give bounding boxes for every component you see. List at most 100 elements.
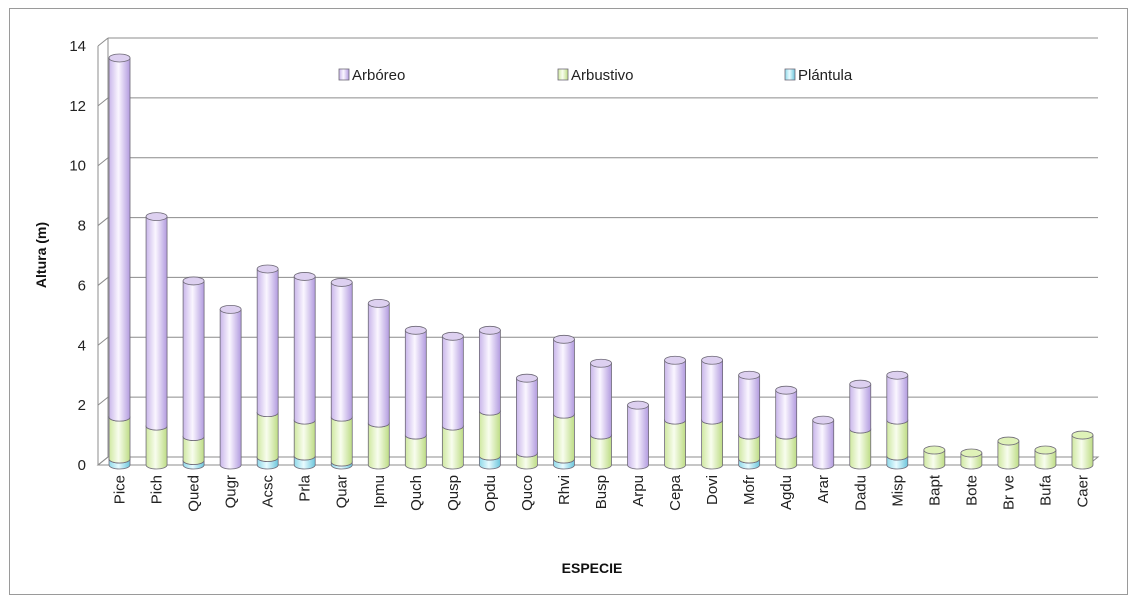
bar-top xyxy=(812,415,835,425)
bar-body xyxy=(145,425,168,470)
x-tick-label: Busp xyxy=(593,475,610,509)
bar-segment xyxy=(997,436,1020,470)
x-tick-label: Misp xyxy=(889,475,906,507)
bar-segment xyxy=(145,212,168,431)
bar-segment xyxy=(478,325,501,416)
bar-segment xyxy=(664,355,686,425)
bar-body xyxy=(516,377,538,458)
gridline-depth xyxy=(97,277,109,286)
bar-top xyxy=(553,334,575,344)
bar-body xyxy=(664,359,686,425)
bar-segment xyxy=(627,400,649,470)
bar-segment xyxy=(293,272,316,425)
bar-top xyxy=(330,278,353,287)
x-tick-label: Acsc xyxy=(260,475,277,508)
bar-top xyxy=(182,276,205,286)
x-axis-title: ESPECIE xyxy=(562,560,623,576)
bar-segment xyxy=(738,370,761,440)
bar-top xyxy=(923,445,946,455)
x-tick-label: Quco xyxy=(519,475,536,511)
gridline-depth xyxy=(97,336,109,346)
bar-top xyxy=(738,370,761,380)
bar-stack xyxy=(553,334,575,470)
bar-stack xyxy=(145,212,168,470)
legend-item: Plántula xyxy=(784,67,853,84)
bar-stack xyxy=(923,445,946,470)
bar-body xyxy=(1071,434,1094,470)
bar-body xyxy=(627,404,649,470)
bar-top xyxy=(997,436,1020,446)
legend-label: Arbóreo xyxy=(352,67,405,84)
bar-body xyxy=(256,412,279,462)
bar-stack xyxy=(997,436,1020,470)
bar-top xyxy=(441,331,464,341)
bar-stack xyxy=(1071,430,1094,470)
bar-top xyxy=(145,212,168,221)
y-tick-label: 6 xyxy=(78,277,86,294)
bar-top xyxy=(256,264,279,274)
bar-segment xyxy=(849,379,872,434)
x-tick-label: Dovi xyxy=(704,475,721,505)
x-tick-label: Bote xyxy=(963,475,980,506)
bar-segment xyxy=(367,298,390,428)
bar-body xyxy=(886,374,909,425)
bar-top xyxy=(404,325,427,335)
axis-layer: 0 2 4 6 8 10 12 14 Pice Pich Qued Qugr Acsc Prla Quar I… xyxy=(69,38,1100,512)
bar-stack xyxy=(701,355,724,470)
bar-segment xyxy=(330,278,353,422)
gridline-depth xyxy=(97,97,109,107)
bar-body xyxy=(775,434,798,470)
bar-stack xyxy=(738,370,761,470)
bar-body xyxy=(367,422,390,470)
bar-segment xyxy=(590,358,612,440)
bar-body xyxy=(108,57,131,422)
bar-stack xyxy=(664,355,686,470)
bar-stack xyxy=(886,370,909,470)
bar-body xyxy=(849,383,872,434)
bar-segment xyxy=(404,325,427,440)
bar-segment xyxy=(256,264,279,417)
bar-top xyxy=(108,53,131,63)
bar-body xyxy=(738,434,761,464)
x-tick-label: Bufa xyxy=(1037,474,1054,506)
bar-segment xyxy=(108,53,131,422)
bar-top xyxy=(590,358,612,368)
legend: Arbóreo Arbustivo Plántula xyxy=(338,67,853,84)
bar-top xyxy=(478,325,501,335)
y-tick-label: 10 xyxy=(69,158,86,175)
bar-stack xyxy=(293,272,316,470)
legend-label: Arbustivo xyxy=(571,67,634,84)
bar-segment xyxy=(182,276,205,441)
bar-stack xyxy=(367,298,390,470)
chart-border xyxy=(9,8,1128,595)
bar-body xyxy=(441,335,464,431)
bar-body xyxy=(738,374,761,440)
bar-body xyxy=(590,362,612,440)
bar-body xyxy=(330,416,353,467)
x-tick-label: Opdu xyxy=(482,475,499,512)
x-tick-label: Quch xyxy=(408,475,425,511)
bar-segment xyxy=(812,415,835,470)
bar-segment xyxy=(1071,430,1094,470)
bar-body xyxy=(478,329,501,416)
x-tick-label: Pice xyxy=(112,475,129,504)
bar-segment xyxy=(219,304,242,470)
y-axis-title: Altura (m) xyxy=(33,222,49,288)
bar-body xyxy=(886,419,909,461)
bar-segment xyxy=(960,448,983,470)
bar-body xyxy=(923,449,946,470)
x-tick-label: Rhvi xyxy=(556,475,573,505)
bar-top xyxy=(701,355,724,365)
legend-swatch xyxy=(338,68,350,81)
bar-stack xyxy=(775,385,798,470)
gridline-depth xyxy=(97,217,109,226)
bar-body xyxy=(701,359,724,425)
bar-body xyxy=(553,413,575,464)
y-tick-label: 8 xyxy=(78,218,86,235)
gridline-depth xyxy=(97,157,109,167)
bar-body xyxy=(701,419,724,470)
x-tick-label: Quar xyxy=(334,475,351,508)
x-tick-label: Cepa xyxy=(667,474,684,511)
